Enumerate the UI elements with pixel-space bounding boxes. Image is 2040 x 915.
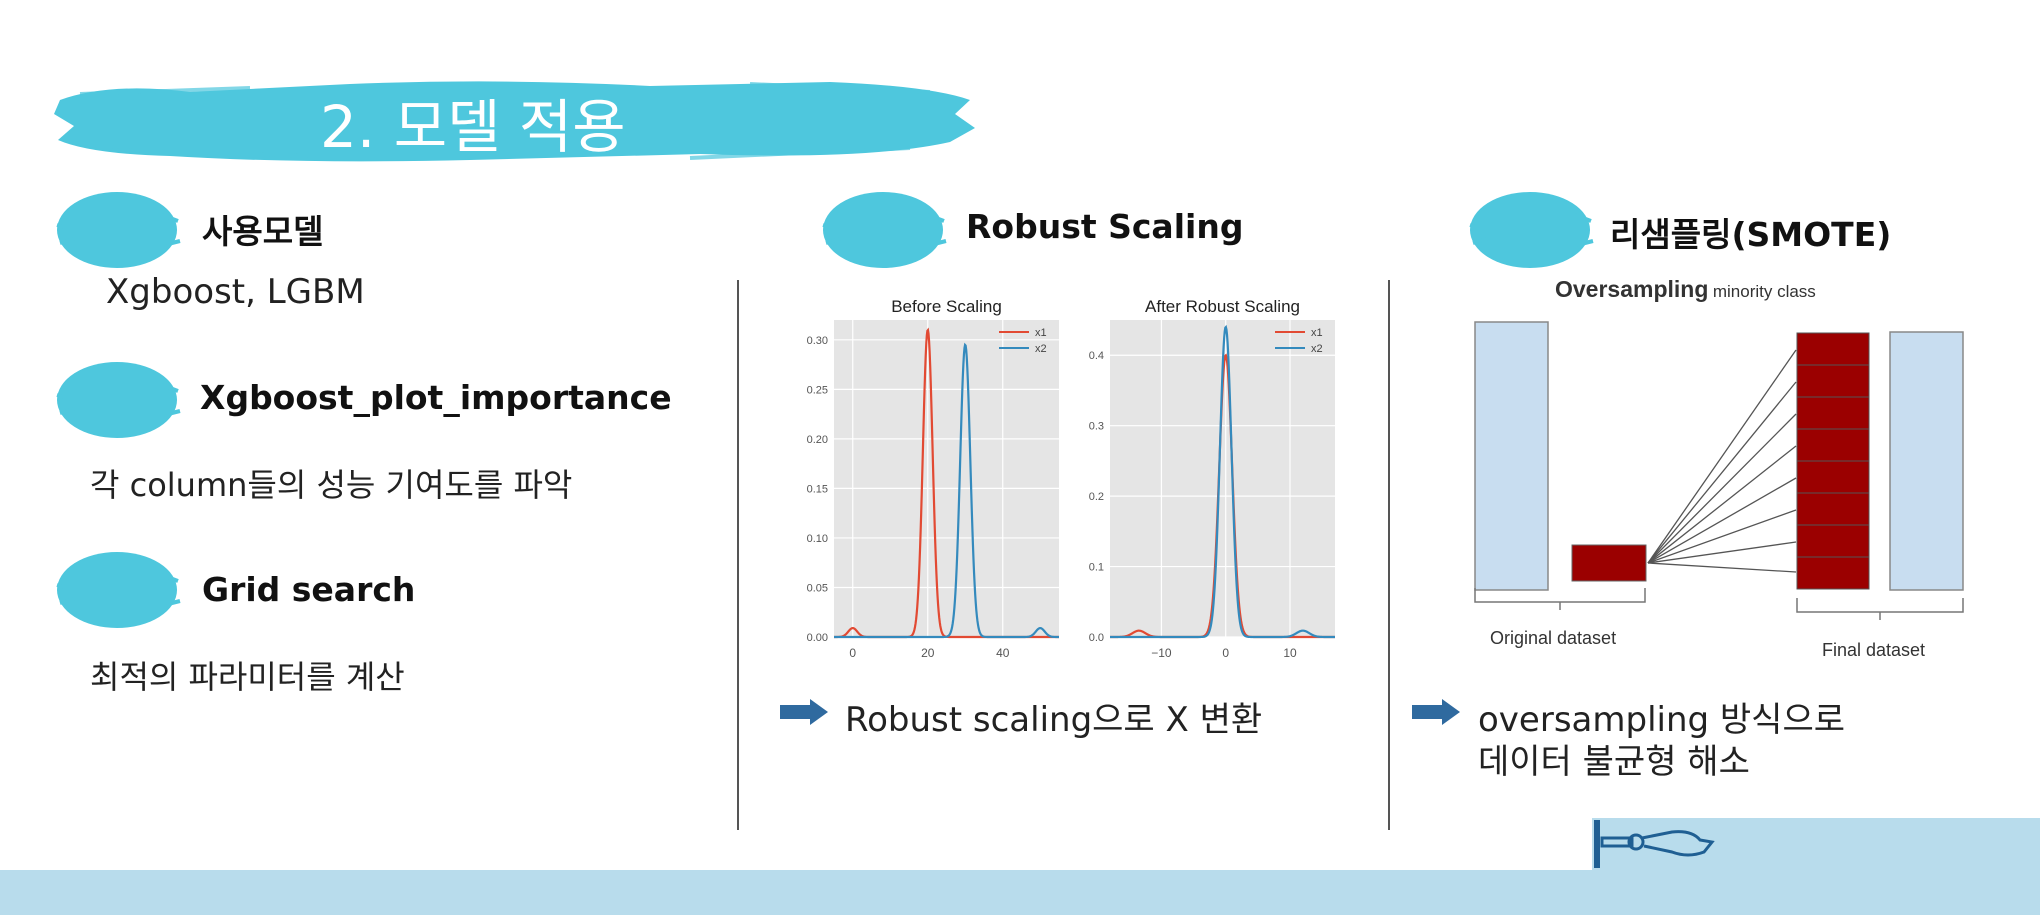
section-heading-smote: 리샘플링(SMOTE)	[1610, 215, 1892, 254]
section-heading-models: 사용모델	[202, 212, 324, 251]
legend-label: x1	[1035, 327, 1047, 339]
section-body-models: Xgboost, LGBM	[106, 272, 365, 312]
sampling-arrows	[1647, 349, 1797, 573]
y-tick-label: 0.1	[1089, 562, 1104, 574]
chart-title: Before Scaling	[891, 297, 1002, 316]
header-brush-banner	[54, 81, 975, 162]
smote-figure-title-bold: Oversampling	[1555, 276, 1709, 302]
section-heading-robust-scaling: Robust Scaling	[966, 207, 1244, 246]
original-minority-bar	[1571, 544, 1647, 582]
y-tick-label: 0.4	[1089, 350, 1104, 362]
section-body-grid-search: 최적의 파라미터를 계산	[90, 658, 405, 696]
legend-label: x2	[1035, 343, 1047, 355]
legend-label: x1	[1311, 327, 1323, 339]
section-heading-importance: Xgboost_plot_importance	[200, 378, 672, 417]
column-divider	[1388, 280, 1390, 830]
y-tick-label: 0.10	[807, 533, 828, 545]
section-heading-grid-search: Grid search	[202, 570, 416, 609]
y-tick-label: 0.0	[1089, 632, 1104, 644]
y-tick-label: 0.30	[807, 335, 828, 347]
series-line-x2	[834, 342, 1059, 639]
y-tick-label: 0.15	[807, 483, 828, 495]
section-blob-icon	[1469, 192, 1594, 268]
legend-label: x2	[1311, 343, 1323, 355]
x-tick-label: −10	[1151, 646, 1172, 660]
section-body-importance: 각 column들의 성능 기여도를 파악	[90, 466, 573, 504]
x-tick-label: 20	[921, 646, 935, 660]
y-tick-label: 0.2	[1089, 491, 1104, 503]
footer-tab	[1592, 818, 2040, 870]
original-majority-bar	[1474, 321, 1549, 591]
smote-caption-line1: oversampling 방식으로	[1478, 700, 1846, 740]
y-tick-label: 0.05	[807, 582, 828, 594]
smote-diagram	[1474, 321, 1964, 620]
footer-band	[0, 870, 2040, 915]
scaling-density-charts: 0.000.050.100.150.200.250.300 20 40Before …	[807, 297, 1335, 660]
smote-caption-line2: 데이터 불균형 해소	[1478, 742, 1750, 782]
chart-title: After Robust Scaling	[1145, 297, 1300, 316]
y-tick-label: 0.25	[807, 384, 828, 396]
robot-arm-icon	[1594, 820, 1715, 868]
oversampled-stack	[1796, 332, 1870, 590]
x-tick-label: 40	[996, 646, 1010, 660]
final-brace	[1796, 598, 1964, 620]
robust-scaling-caption: Robust scaling으로 X 변환	[845, 700, 1263, 740]
y-tick-label: 0.3	[1089, 421, 1104, 433]
arrow-right-icon	[1412, 699, 1460, 725]
column-divider	[737, 280, 739, 830]
series-line-x2	[1110, 324, 1335, 639]
original-dataset-label: Original dataset	[1490, 628, 1617, 648]
smote-figure-title: Oversampling minority class	[1555, 276, 1816, 303]
smote-figure-title-small: minority class	[1712, 282, 1816, 301]
original-brace	[1474, 588, 1646, 610]
section-blob-icon	[56, 192, 181, 268]
x-tick-label: 10	[1283, 646, 1297, 660]
section-blob-icon	[56, 362, 181, 438]
y-tick-label: 0.00	[807, 632, 828, 644]
y-tick-label: 0.20	[807, 434, 828, 446]
section-blob-icon	[56, 552, 181, 628]
page-title: 2. 모델 적용	[320, 93, 626, 161]
x-tick-label: 0	[1222, 646, 1229, 660]
section-blob-icon	[822, 192, 947, 268]
final-dataset-label: Final dataset	[1822, 640, 1926, 660]
x-tick-label: 0	[849, 646, 856, 660]
plot-area	[834, 320, 1059, 637]
arrow-right-icon	[780, 699, 828, 725]
final-majority-bar	[1889, 331, 1964, 591]
